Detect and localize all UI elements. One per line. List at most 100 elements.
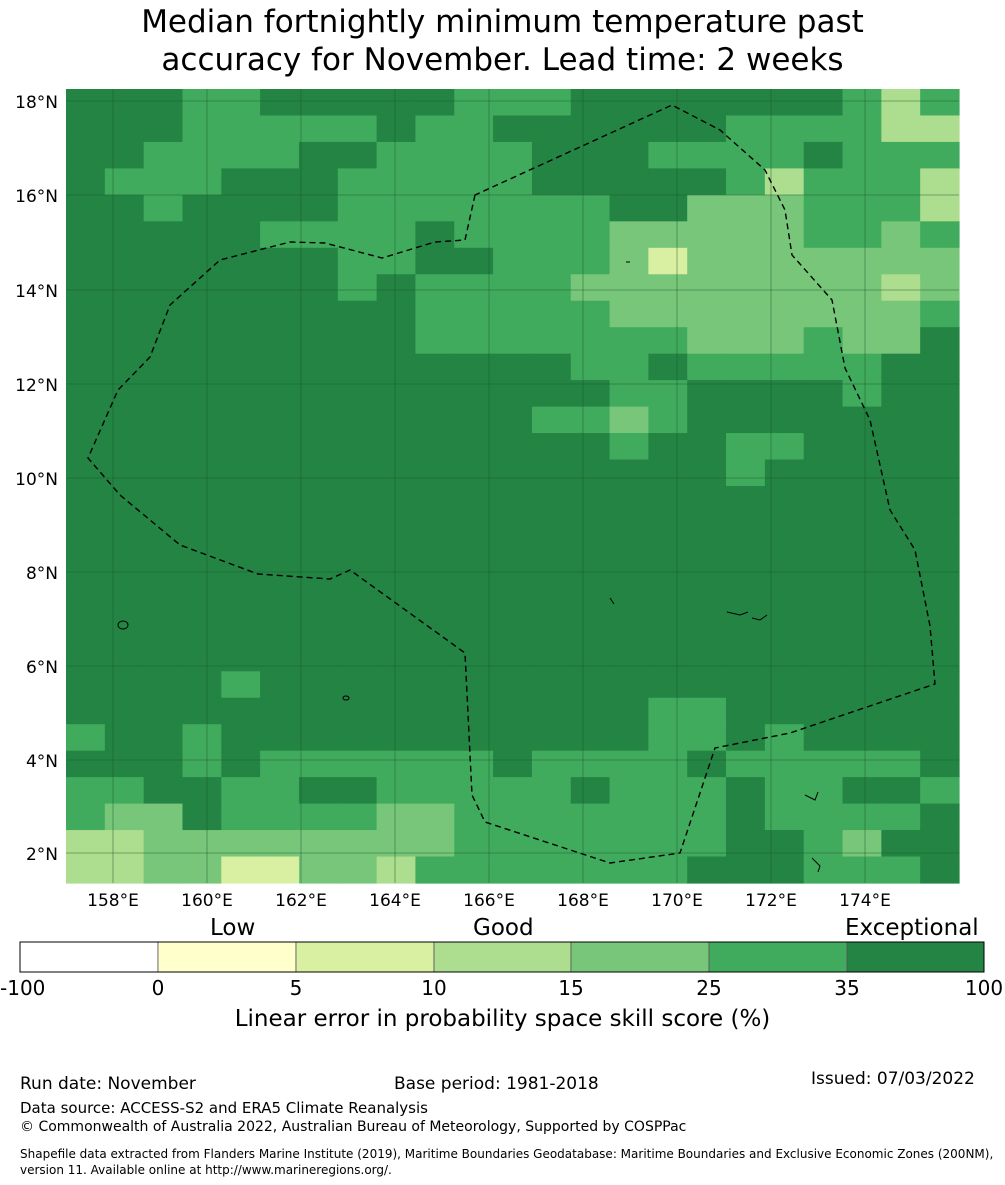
grid-cell	[221, 671, 261, 699]
grid-cell	[221, 274, 261, 302]
grid-cell	[803, 538, 844, 566]
grid-cell	[415, 247, 455, 275]
grid-cell	[842, 300, 882, 328]
grid-cell	[415, 486, 455, 514]
grid-cell	[298, 141, 339, 169]
run-date: Run date: November	[20, 1074, 196, 1094]
grid-cell	[570, 486, 611, 514]
grid-cell	[66, 591, 106, 619]
grid-cell	[726, 274, 766, 302]
grid-cell	[687, 512, 727, 540]
grid-cell	[337, 777, 378, 805]
lon-tick-label: 172°E	[745, 891, 797, 911]
grid-cell	[415, 89, 455, 117]
grid-cell	[531, 671, 572, 699]
grid-cell	[764, 803, 805, 831]
grid-cell	[260, 724, 300, 752]
grid-cell	[493, 724, 533, 752]
grid-cell	[415, 406, 455, 434]
grid-cell	[648, 697, 688, 725]
grid-cell	[803, 777, 844, 805]
grid-cell	[143, 724, 184, 752]
colorbar-swatch	[570, 941, 710, 973]
grid-cell	[143, 803, 184, 831]
grid-cell	[415, 141, 455, 169]
grid-cell	[415, 433, 455, 461]
grid-cell	[143, 168, 184, 196]
grid-cell	[609, 591, 649, 619]
grid-cell	[415, 750, 455, 778]
grid-cell	[726, 300, 766, 328]
grid-cell	[493, 486, 533, 514]
grid-cell	[182, 538, 222, 566]
grid-cell	[531, 274, 572, 302]
grid-cell	[764, 221, 805, 249]
grid-cell	[66, 644, 106, 672]
grid-cell	[337, 512, 378, 540]
grid-cell	[104, 247, 145, 275]
colorbar-swatch	[708, 941, 848, 973]
grid-cell	[531, 750, 572, 778]
grid-cell	[337, 168, 378, 196]
colorbar-tick: 5	[289, 976, 303, 1000]
grid-cell	[454, 856, 494, 884]
grid-cell	[415, 327, 455, 355]
grid-cell	[66, 168, 106, 196]
grid-cell	[764, 538, 805, 566]
lon-tick-label: 166°E	[463, 891, 515, 911]
grid-cell	[648, 327, 688, 355]
grid-cell	[337, 671, 378, 699]
grid-cell	[454, 486, 494, 514]
grid-cell	[221, 168, 261, 196]
grid-cell	[803, 459, 844, 487]
grid-cell	[726, 697, 766, 725]
grid-cell	[570, 247, 611, 275]
grid-cell	[570, 618, 611, 646]
colorbar-heading-low: Low	[210, 915, 256, 941]
grid-cell	[337, 565, 378, 593]
grid-cell	[726, 194, 766, 222]
grid-cell	[182, 274, 222, 302]
grid-cell	[66, 327, 106, 355]
grid-cell	[376, 671, 417, 699]
grid-cell	[920, 247, 960, 275]
islands	[117, 261, 821, 873]
grid-cell	[803, 327, 844, 355]
grid-cell	[881, 591, 921, 619]
grid-cell	[260, 274, 300, 302]
grid-cell	[454, 538, 494, 566]
grid-cell	[803, 724, 844, 752]
grid-cell	[570, 274, 611, 302]
grid-cell	[803, 274, 844, 302]
grid-cell	[920, 750, 960, 778]
grid-cell	[298, 724, 339, 752]
grid-cell	[104, 433, 145, 461]
grid-cell	[221, 433, 261, 461]
grid-cell	[298, 697, 339, 725]
grid-cell	[376, 406, 417, 434]
grid-cell	[260, 671, 300, 699]
grid-cell	[260, 618, 300, 646]
grid-cell	[920, 194, 960, 222]
grid-cell	[376, 512, 417, 540]
grid-cell	[609, 565, 649, 593]
grid-cell	[143, 750, 184, 778]
grid-cell	[726, 406, 766, 434]
grid-cell	[842, 777, 882, 805]
grid-cell	[531, 433, 572, 461]
grid-cell	[260, 486, 300, 514]
grid-cell	[920, 380, 960, 408]
grid-cell	[143, 353, 184, 381]
grid-cell	[609, 538, 649, 566]
grid-cell	[687, 671, 727, 699]
grid-cell	[570, 565, 611, 593]
grid-cell	[726, 750, 766, 778]
grid-cell	[221, 777, 261, 805]
colorbar	[19, 941, 985, 973]
grid-cell	[531, 168, 572, 196]
grid-cell	[415, 671, 455, 699]
grid-cell	[493, 618, 533, 646]
grid-cell	[66, 618, 106, 646]
grid-cell	[376, 724, 417, 752]
